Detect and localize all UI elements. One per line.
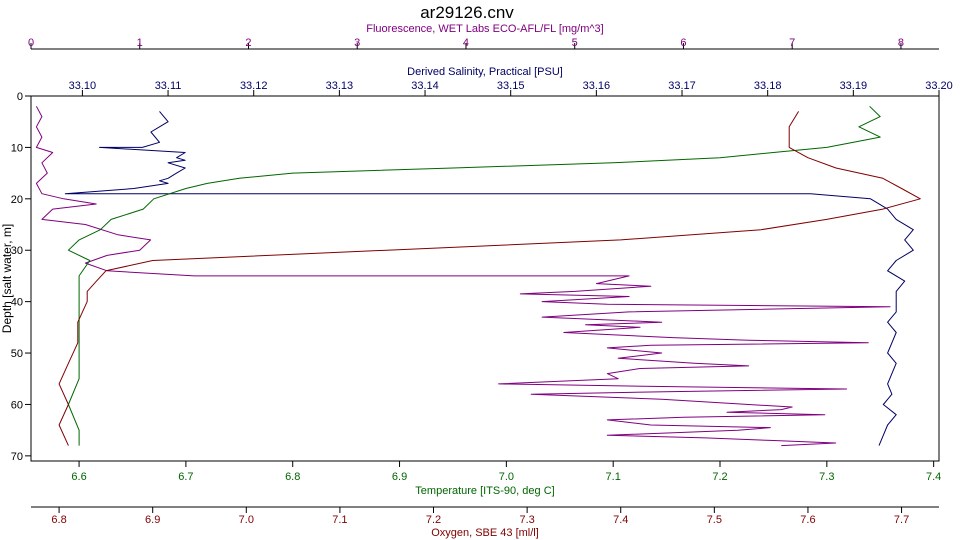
y-axis-depth: 0 10 20 30 40 50 60 70 Depth [salt water, m] [0, 91, 31, 463]
x-tick-label: 33.11 [155, 80, 182, 92]
x-axis-label-sal: Derived Salinity, Practical [PSU] [407, 66, 563, 78]
x-tick-label: 6.9 [392, 471, 407, 483]
y-tick-label: 0 [17, 91, 23, 103]
x-tick-label: 33.10 [69, 80, 97, 92]
y-tick-label: 30 [11, 245, 23, 257]
plot-frame [30, 95, 940, 462]
x-tick-label: 6.8 [51, 514, 66, 526]
x-axis-label-oxy: Oxygen, SBE 43 [ml/l] [431, 527, 539, 539]
x-tick-label: 6 [680, 37, 686, 49]
x-tick-label: 6.9 [145, 514, 160, 526]
x-tick-label: 2 [245, 37, 251, 49]
series-line-fluor [35, 106, 891, 447]
x-tick-label: 33.18 [754, 80, 782, 92]
x-tick-label: 1 [137, 37, 143, 49]
x-tick-label: 7.3 [819, 471, 834, 483]
x-tick-label: 7.0 [239, 514, 254, 526]
y-tick-label: 60 [11, 399, 23, 411]
x-tick-label: 33.14 [411, 80, 439, 92]
x-tick-label: 33.19 [840, 80, 868, 92]
y-axis-label: Depth [salt water, m] [0, 224, 14, 333]
x-tick-label: 7.4 [926, 471, 941, 483]
x-tick-label: 33.15 [497, 80, 525, 92]
x-tick-label: 7.7 [894, 514, 909, 526]
x-tick-label: 33.12 [240, 80, 268, 92]
x-tick-label: 0 [28, 37, 34, 49]
x-tick-label: 6.8 [285, 471, 300, 483]
x-tick-label: 33.13 [326, 80, 354, 92]
x-tick-label: 5 [572, 37, 578, 49]
x-tick-label: 7 [789, 37, 795, 49]
x-tick-label: 3 [354, 37, 360, 49]
x-axis-sal: 33.10 33.11 33.12 33.13 33.14 33.15 33.16 33.17… [31, 66, 953, 97]
x-tick-label: 33.17 [668, 80, 696, 92]
x-axis-label-temp: Temperature [ITS-90, deg C] [415, 485, 554, 497]
x-tick-label: 7.1 [332, 514, 347, 526]
y-tick-label: 70 [11, 451, 23, 463]
x-tick-label: 7.3 [519, 514, 534, 526]
y-tick-label: 20 [11, 194, 23, 206]
x-tick-label: 7.1 [606, 471, 621, 483]
y-tick-label: 40 [11, 297, 23, 309]
x-tick-label: 6.6 [71, 471, 86, 483]
x-tick-label: 7.0 [499, 471, 514, 483]
x-tick-label: 33.16 [583, 80, 611, 92]
x-tick-label: 6.7 [178, 471, 193, 483]
y-tick-label: 10 [11, 142, 23, 154]
series-line-sal [64, 111, 914, 446]
x-tick-label: 8 [898, 37, 904, 49]
y-tick-label: 50 [11, 348, 23, 360]
x-tick-label: 7.2 [426, 514, 441, 526]
x-axis-label-fluor: Fluorescence, WET Labs ECO-AFL/FL [mg/m^… [366, 23, 603, 35]
x-tick-label: 7.6 [800, 514, 815, 526]
x-tick-label: 7.2 [712, 471, 727, 483]
x-axis-fluor: 0 1 2 3 4 5 6 7 8 Fluorescence, WET Labs ECO-AFL/… [28, 23, 939, 50]
x-tick-label: 7.5 [707, 514, 722, 526]
chart-title: ar29126.cnv [420, 3, 514, 22]
x-axis-oxy: 6.8 6.9 7.0 7.1 7.2 7.3 7.4 7.5 7.6 7.7 Oxygen, SB… [31, 506, 939, 539]
series-line-oxy [58, 111, 921, 446]
x-tick-label: 7.4 [613, 514, 628, 526]
series-line-temp [67, 105, 881, 446]
x-tick-label: 4 [463, 37, 469, 49]
series-layer [35, 105, 921, 447]
x-tick-label: 33.20 [925, 80, 953, 92]
